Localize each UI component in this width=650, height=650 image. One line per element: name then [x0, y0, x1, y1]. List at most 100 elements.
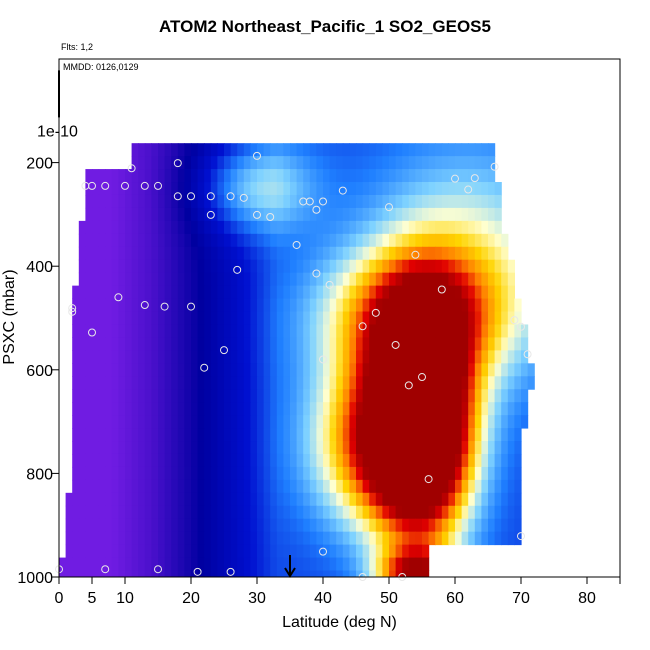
- heatmap-cell: [164, 350, 172, 364]
- heatmap-cell: [408, 156, 416, 170]
- heatmap-cell: [204, 156, 212, 170]
- sample-point: [239, 193, 248, 202]
- heatmap-cell: [290, 298, 298, 313]
- heatmap-cell: [356, 350, 364, 364]
- sample-point: [154, 181, 162, 190]
- heatmap-cell: [204, 389, 212, 403]
- heatmap-cell: [356, 298, 364, 313]
- sample-point: [510, 316, 519, 325]
- heatmap-cell: [92, 453, 100, 468]
- heatmap-cell: [257, 376, 265, 390]
- heatmap-cell: [276, 544, 284, 559]
- heatmap-cell: [461, 505, 469, 520]
- heatmap-cell: [494, 376, 502, 390]
- heatmap-cell: [210, 311, 218, 325]
- heatmap-cell: [441, 337, 449, 351]
- heatmap-cell: [441, 466, 449, 481]
- heatmap-cell: [382, 182, 390, 196]
- heatmap-cell: [171, 441, 179, 455]
- heatmap-cell: [250, 350, 258, 364]
- heatmap-cell: [191, 285, 199, 300]
- heatmap-cell: [309, 246, 317, 261]
- heatmap-cell: [455, 531, 463, 546]
- sample-point: [319, 355, 327, 364]
- heatmap-cell: [243, 233, 251, 248]
- heatmap-cell: [230, 220, 238, 235]
- heatmap-cell: [184, 492, 192, 507]
- heatmap-cell: [98, 492, 106, 507]
- heatmap-cell: [501, 505, 509, 520]
- heatmap-cell: [435, 428, 443, 442]
- heatmap-cell: [237, 182, 245, 196]
- heatmap-cell: [316, 169, 324, 183]
- heatmap-cell: [250, 324, 258, 338]
- heatmap-cell: [382, 298, 390, 313]
- heatmap-cell: [210, 182, 218, 196]
- heatmap-cell: [98, 363, 106, 377]
- heatmap-cell: [224, 466, 232, 481]
- heatmap-cell: [435, 505, 443, 520]
- heatmap-cell: [389, 311, 397, 325]
- heatmap-cell: [336, 285, 344, 300]
- heatmap-cell: [316, 363, 324, 377]
- heatmap-cell: [349, 311, 357, 325]
- heatmap-cell: [488, 428, 496, 442]
- heatmap-cell: [514, 350, 522, 364]
- heatmap-cell: [316, 479, 324, 494]
- heatmap-cell: [375, 518, 383, 533]
- heatmap-cell: [125, 376, 133, 390]
- heatmap-cell: [382, 505, 390, 520]
- heatmap-cell: [488, 376, 496, 390]
- heatmap-cell: [474, 259, 482, 274]
- heatmap-cell: [230, 182, 238, 196]
- heatmap-cell: [78, 298, 86, 313]
- heatmap-cell: [408, 376, 416, 390]
- heatmap-cell: [224, 182, 232, 196]
- heatmap-cell: [494, 492, 502, 507]
- heatmap-cell: [177, 402, 185, 416]
- heatmap-cell: [177, 311, 185, 325]
- heatmap-cell: [78, 453, 86, 468]
- heatmap-cell: [164, 376, 172, 390]
- heatmap-cell: [184, 466, 192, 481]
- heatmap-cell: [118, 272, 126, 287]
- heatmap-cell: [138, 531, 146, 546]
- heatmap-cell: [441, 298, 449, 313]
- heatmap-cell: [362, 233, 370, 248]
- heatmap-cell: [428, 233, 436, 248]
- heatmap-cell: [461, 143, 469, 157]
- heatmap-cell: [375, 376, 383, 390]
- heatmap-cell: [290, 220, 298, 235]
- heatmap-cell: [481, 207, 489, 222]
- heatmap-cell: [369, 207, 377, 222]
- heatmap-cell: [105, 518, 113, 533]
- heatmap-cell: [92, 233, 100, 248]
- heatmap-cell: [375, 505, 383, 520]
- heatmap-cell: [316, 505, 324, 520]
- heatmap-cell: [316, 156, 324, 170]
- heatmap-cell: [290, 285, 298, 300]
- heatmap-cell: [184, 156, 192, 170]
- heatmap-cell: [494, 389, 502, 403]
- heatmap-cell: [382, 376, 390, 390]
- heatmap-cell: [138, 402, 146, 416]
- heatmap-cell: [118, 285, 126, 300]
- heatmap-cell: [329, 324, 337, 338]
- heatmap-cell: [224, 156, 232, 170]
- heatmap-cell: [309, 544, 317, 559]
- heatmap-cell: [111, 182, 119, 196]
- heatmap-cell: [521, 350, 529, 364]
- heatmap-cell: [210, 518, 218, 533]
- heatmap-cell: [250, 169, 258, 183]
- heatmap-cell: [72, 453, 80, 468]
- heatmap-cell: [191, 428, 199, 442]
- heatmap-cell: [85, 363, 93, 377]
- heatmap-cell: [428, 389, 436, 403]
- heatmap-cell: [336, 350, 344, 364]
- heatmap-cell: [151, 363, 159, 377]
- heatmap-cell: [382, 441, 390, 455]
- heatmap-cell: [144, 182, 152, 196]
- sample-point: [517, 532, 525, 541]
- heatmap-cell: [197, 570, 205, 578]
- heatmap-cell: [224, 402, 232, 416]
